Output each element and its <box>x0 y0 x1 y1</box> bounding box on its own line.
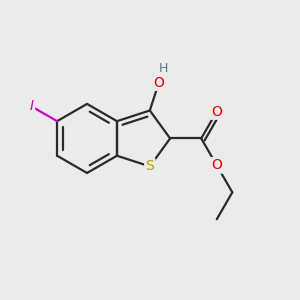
Text: I: I <box>30 100 34 113</box>
Text: O: O <box>154 76 164 90</box>
Text: O: O <box>211 104 222 118</box>
Text: H: H <box>159 62 168 75</box>
Text: O: O <box>211 158 222 172</box>
Text: S: S <box>146 159 154 173</box>
